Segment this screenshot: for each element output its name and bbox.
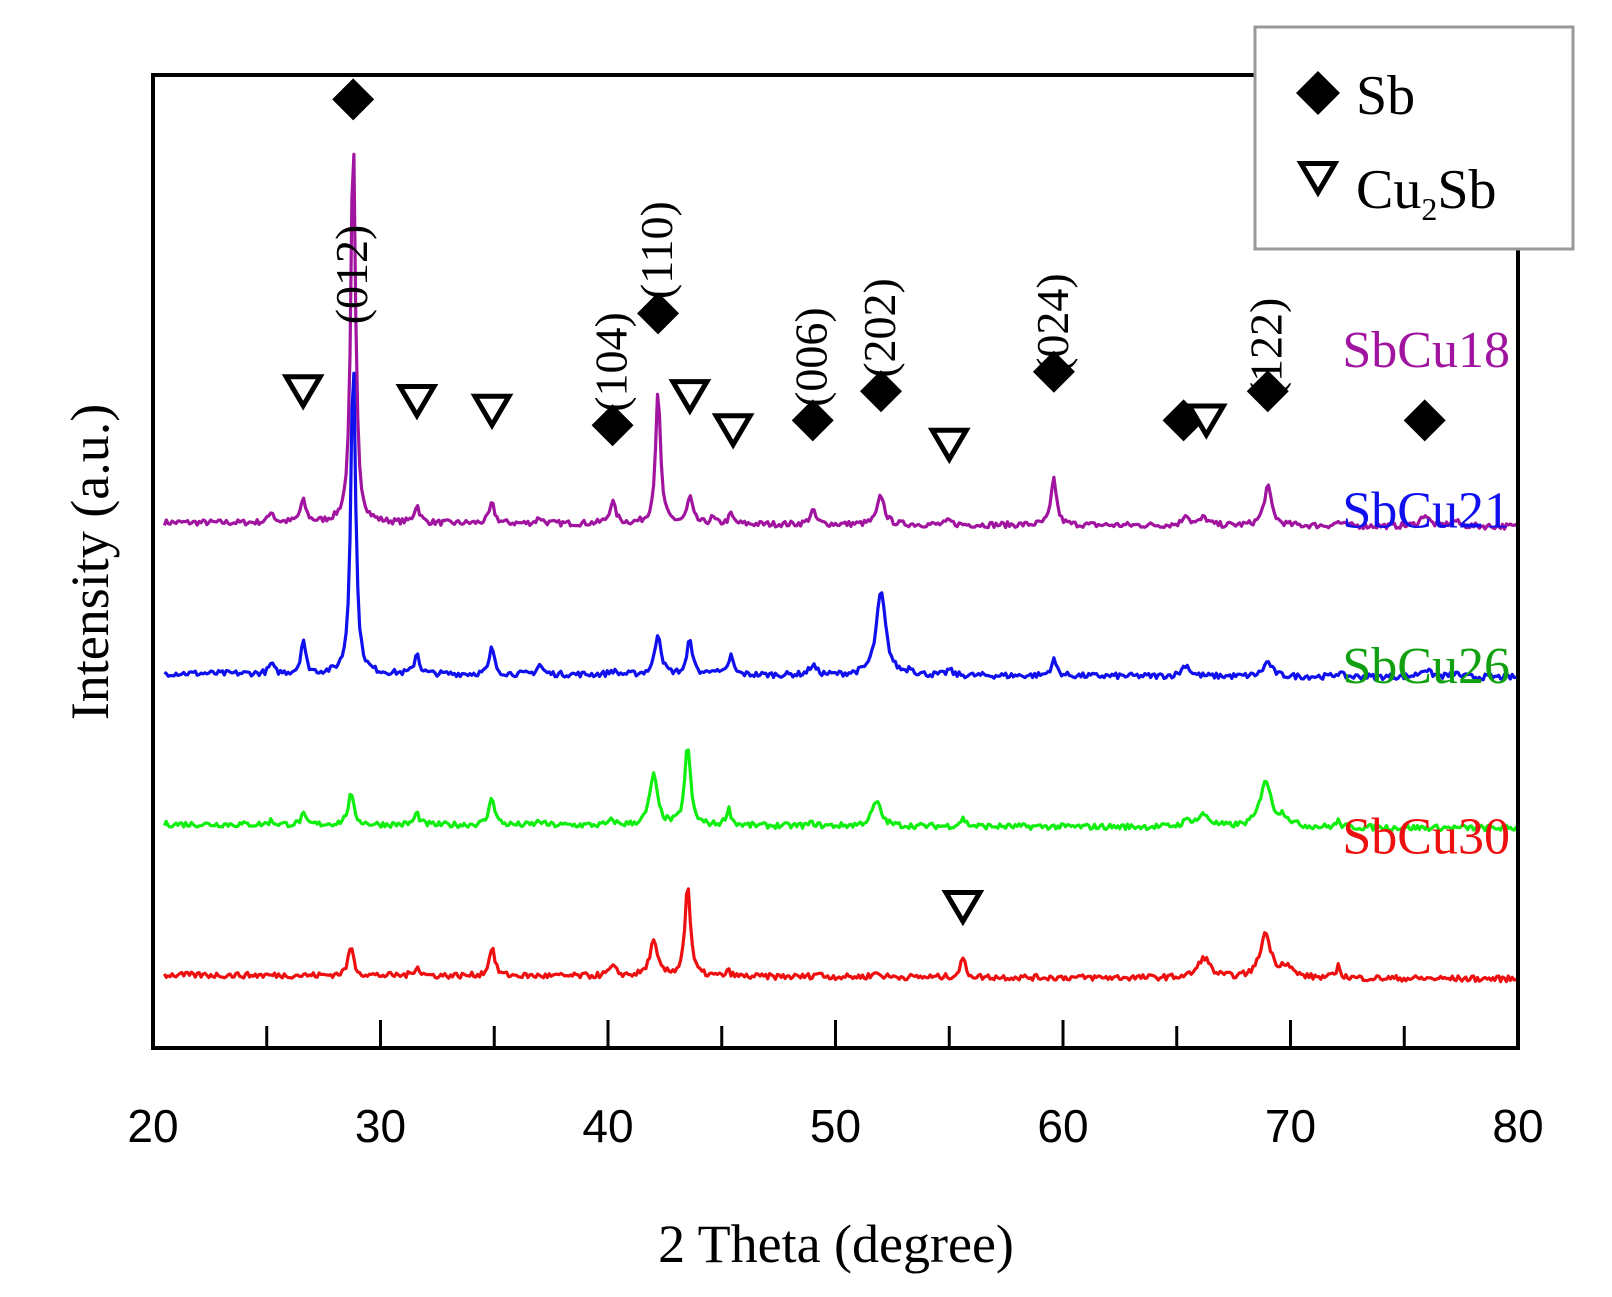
miller-index-label: (122): [1241, 298, 1292, 398]
miller-index-labels: (012) (104) (110) (006) (202) (024) (122): [326, 201, 1292, 412]
legend-entries: Sb Cu2Sb: [1296, 65, 1497, 227]
miller-index-label: (024): [1027, 273, 1078, 373]
series-line-sbcu18: [162, 152, 1520, 531]
x-tick-label: 50: [810, 1100, 861, 1152]
sb-marker-diamond: [1032, 350, 1075, 393]
miller-index-label: (202): [854, 278, 905, 378]
sb-marker-diamond: [591, 404, 634, 447]
series-label-sbcu18: SbCu18: [1342, 322, 1510, 379]
series-label-sbcu30: SbCu30: [1342, 808, 1510, 865]
x-ticks: 20 30 40 50 60 70 80: [127, 1020, 1544, 1152]
x-tick-label: 70: [1265, 1100, 1316, 1152]
legend-label-sb: Sb: [1356, 65, 1415, 127]
y-axis-title: Intensity (a.u.): [60, 404, 120, 720]
series-label-sbcu21: SbCu21: [1342, 482, 1510, 539]
series-line-sbcu26: [162, 748, 1520, 833]
legend-cu2sb-triangle-icon: [1296, 161, 1340, 198]
phase-markers: [281, 78, 1446, 927]
legend-box: [1253, 25, 1575, 251]
x-tick-label: 30: [355, 1100, 406, 1152]
x-tick-label: 20: [127, 1100, 178, 1152]
series-label-sbcu26: SbCu26: [1342, 638, 1510, 695]
sb-marker-diamond: [791, 399, 834, 442]
sb-marker-diamond: [637, 292, 680, 335]
sb-marker-diamond: [1403, 399, 1446, 442]
cu2sb-marker-triangle: [927, 427, 971, 465]
miller-index-label: (104): [586, 312, 637, 412]
x-tick-label: 80: [1492, 1100, 1543, 1152]
sb-marker-diamond: [332, 78, 375, 121]
sb-marker-diamond: [860, 370, 902, 413]
x-tick-label: 60: [1037, 1100, 1088, 1152]
series-line-sbcu30: [163, 887, 1520, 984]
legend-label-cu2sb: Cu2Sb: [1356, 159, 1497, 227]
x-tick-label: 40: [582, 1100, 633, 1152]
series-labels: SbCu18 SbCu21 SbCu26 SbCu30: [1342, 322, 1510, 866]
cu2sb-marker-triangle: [1184, 403, 1228, 440]
cu2sb-marker-triangle: [668, 379, 712, 416]
cu2sb-marker-triangle: [470, 393, 514, 431]
legend: Sb Cu2Sb: [1253, 25, 1575, 251]
cu2sb-marker-triangle: [281, 374, 325, 411]
miller-index-label: (110): [631, 201, 682, 299]
x-axis-title: 2 Theta (degree): [658, 1214, 1014, 1274]
cu2sb-marker-triangle: [941, 889, 985, 927]
miller-index-label: (012): [326, 225, 377, 325]
legend-sb-diamond-icon: [1296, 71, 1340, 115]
sb-marker-diamond: [1246, 370, 1289, 413]
cu2sb-marker-triangle: [711, 413, 755, 450]
series-lines: [162, 152, 1520, 984]
cu2sb-marker-triangle: [395, 384, 439, 421]
miller-index-label: (006): [786, 307, 837, 407]
series-line-sbcu21: [163, 371, 1519, 682]
